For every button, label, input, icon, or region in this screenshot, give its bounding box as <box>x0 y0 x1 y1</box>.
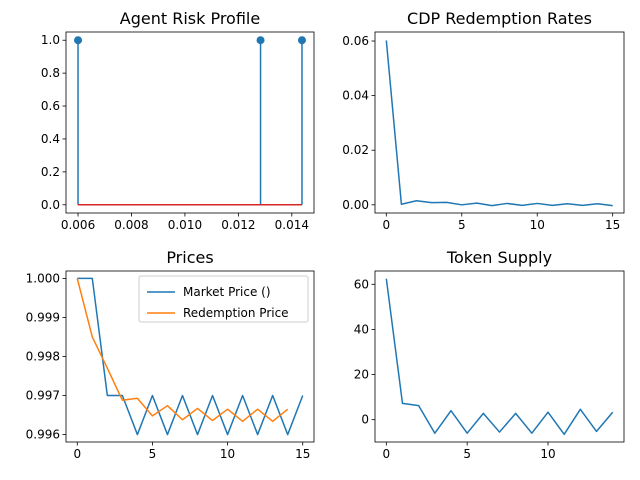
stem-marker <box>74 36 83 45</box>
token-supply-plot: Token Supply 0 5 10 0 20 40 60 <box>354 248 625 461</box>
plot-title: CDP Redemption Rates <box>407 9 592 28</box>
redemption-price-line <box>76 278 289 423</box>
x-tick-label: 10 <box>530 218 545 232</box>
axes-frame <box>65 270 315 443</box>
y-tick-label: 0.06 <box>342 34 369 48</box>
legend-label-redemption-price: Redemption Price <box>183 306 289 320</box>
y-tick-label: 0.997 <box>26 389 60 403</box>
y-tick-label: 60 <box>354 277 369 291</box>
y-tick-label: 0.02 <box>342 143 369 157</box>
x-tick-label: 15 <box>605 218 620 232</box>
stem-marker <box>297 36 306 45</box>
y-tick-label: 1.000 <box>26 271 60 285</box>
x-tick-label: 10 <box>540 447 555 461</box>
y-tick-label: 0.6 <box>41 99 60 113</box>
x-tick-label: 0.014 <box>275 218 309 232</box>
y-tick-label: 0 <box>361 413 369 427</box>
y-tick-label: 0.8 <box>41 66 60 80</box>
plot-title: Agent Risk Profile <box>120 9 260 28</box>
x-tick-label: 0.010 <box>168 218 202 232</box>
prices-plot: Prices 0 5 10 15 0.996 0.997 0.998 0.999 1.000 M… <box>26 248 315 461</box>
x-tick-label: 15 <box>295 447 310 461</box>
plot-title: Token Supply <box>446 248 552 267</box>
y-tick-label: 0.00 <box>342 198 369 212</box>
y-tick-label: 0.04 <box>342 89 369 103</box>
y-tick-label: 20 <box>354 368 369 382</box>
axes-frame <box>374 31 625 214</box>
x-tick-label: 0 <box>382 447 390 461</box>
x-tick-label: 5 <box>149 447 157 461</box>
agent-risk-profile-plot: Agent Risk Profile 0.006 0.008 0.010 0.012 0… <box>41 9 315 232</box>
stem-marker <box>256 36 265 45</box>
y-tick-label: 0.4 <box>41 132 60 146</box>
x-tick-label: 10 <box>220 447 235 461</box>
x-tick-label: 0 <box>382 218 390 232</box>
legend: Market Price () Redemption Price <box>138 275 309 323</box>
x-tick-label: 0.012 <box>221 218 255 232</box>
legend-box <box>138 275 309 323</box>
y-tick-label: 0.0 <box>41 198 60 212</box>
y-tick-label: 40 <box>354 322 369 336</box>
y-tick-label: 1.0 <box>41 33 60 47</box>
token-supply-line <box>385 278 614 436</box>
y-tick-label: 0.998 <box>26 350 60 364</box>
y-tick-label: 0.999 <box>26 310 60 324</box>
x-tick-label: 0 <box>73 447 81 461</box>
x-tick-label: 5 <box>458 218 466 232</box>
y-tick-label: 0.2 <box>41 165 60 179</box>
plot-title: Prices <box>166 248 213 267</box>
cdp-rate-line <box>385 40 613 207</box>
axes-frame <box>374 270 625 443</box>
legend-label-market-price: Market Price () <box>183 285 271 299</box>
y-tick-label: 0.996 <box>26 428 60 442</box>
x-tick-label: 0.006 <box>61 218 95 232</box>
axes-frame <box>65 31 315 214</box>
x-tick-label: 5 <box>463 447 471 461</box>
cdp-redemption-rates-plot: CDP Redemption Rates 0 5 10 15 0.00 0.02 0.04 0… <box>342 9 625 232</box>
x-tick-label: 0.008 <box>114 218 148 232</box>
